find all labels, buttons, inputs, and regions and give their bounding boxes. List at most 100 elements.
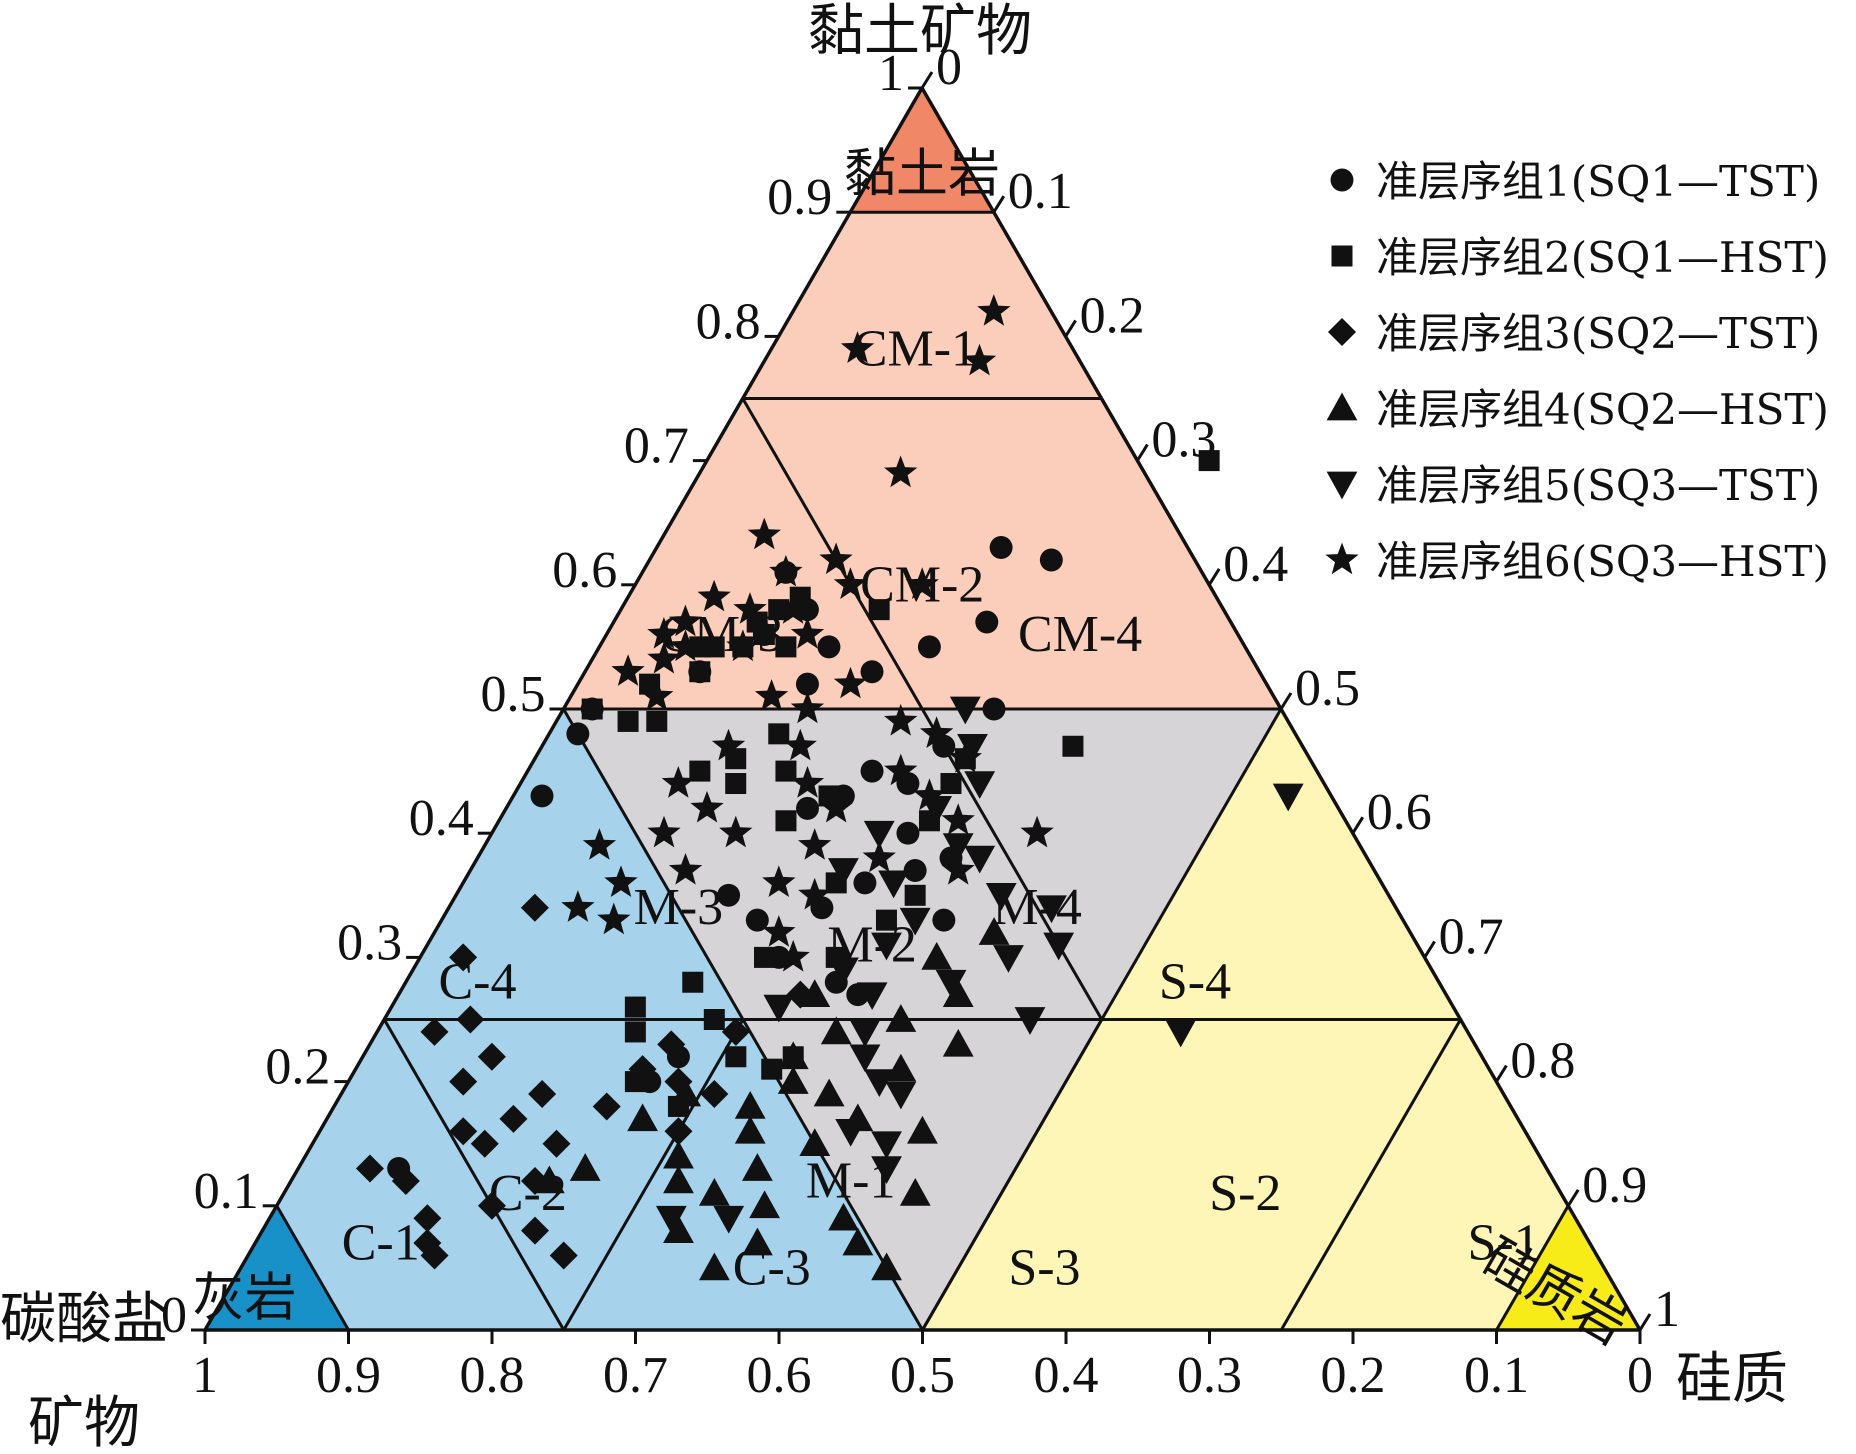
- point-triangle-up: [533, 1165, 565, 1194]
- tick-label-left: 0.2: [265, 1039, 330, 1096]
- point-triangle-up: [885, 1053, 917, 1082]
- boundary-line: [275, 1205, 350, 1331]
- point-triangle-down: [871, 1131, 902, 1160]
- legend-label: 准层序组1(SQ1—TST): [1376, 157, 1820, 206]
- point-star: [941, 853, 975, 885]
- point-circle: [982, 697, 1006, 721]
- point-triangle-up: [569, 1153, 601, 1181]
- point-star: [597, 902, 631, 935]
- point-square: [725, 773, 747, 795]
- point-diamond: [449, 1067, 478, 1096]
- boundary-line: [382, 1018, 566, 1331]
- point-star: [819, 790, 853, 823]
- point-star: [790, 617, 825, 649]
- right-axis-title: 硅质: [1676, 1347, 1788, 1412]
- legend-label: 准层序组6(SQ3—HST): [1376, 537, 1829, 586]
- tick-mark-right: [1351, 816, 1365, 834]
- zone-label-s2: S-2: [1209, 1165, 1281, 1222]
- tick-label-right: 0.6: [1367, 784, 1432, 841]
- left-axis-title-line1: 碳酸盐: [0, 1287, 168, 1352]
- point-star: [582, 828, 617, 860]
- point-triangle-down: [871, 932, 902, 961]
- point-triangle-down: [849, 1044, 881, 1073]
- point-square: [768, 723, 790, 745]
- tick-mark-right: [1566, 1189, 1580, 1207]
- tick-label-left: 1: [878, 45, 904, 102]
- point-star: [668, 604, 703, 637]
- boundary-line: [1100, 397, 1283, 710]
- point-square: [689, 760, 711, 782]
- tick-label-bottom: 0.5: [890, 1347, 955, 1404]
- tick-mark-right: [1136, 443, 1149, 462]
- legend-label: 准层序组4(SQ2—HST): [1376, 385, 1829, 434]
- point-star: [862, 840, 896, 873]
- point-triangle-up: [734, 1115, 766, 1144]
- point-square: [1198, 450, 1220, 472]
- point-diamond: [657, 1030, 686, 1059]
- point-star: [762, 865, 796, 897]
- point-triangle-up: [663, 1165, 694, 1194]
- tick-label-bottom: 0.6: [747, 1347, 812, 1404]
- point-circle: [903, 858, 927, 882]
- zone-siliceous-rock: [1496, 1205, 1640, 1330]
- tick-label-bottom: 0.8: [460, 1347, 525, 1404]
- tick-label-left: 0.3: [337, 914, 402, 971]
- tick-label-bottom: 0.7: [603, 1347, 668, 1404]
- tick-mark-right: [920, 71, 934, 89]
- point-star: [1020, 815, 1054, 848]
- point-star: [920, 716, 954, 748]
- point-star: [833, 666, 868, 699]
- point-star: [697, 579, 731, 612]
- point-triangle-up: [871, 1252, 902, 1281]
- point-triangle-down: [878, 870, 910, 899]
- point-star: [647, 617, 681, 649]
- point-star: [668, 629, 703, 662]
- legend: 准层序组1(SQ1—TST) 准层序组2(SQ1—HST) 准层序组3(SQ2—TS…: [1325, 157, 1829, 586]
- point-square: [617, 710, 639, 732]
- tick-label-left: 0.5: [481, 666, 546, 723]
- point-triangle-down: [863, 820, 895, 849]
- point-triangle-up: [907, 1115, 938, 1144]
- boundary-line: [921, 1018, 1104, 1331]
- legend-marker-triangle-up: [1326, 392, 1358, 421]
- point-circle: [817, 635, 841, 659]
- point-star: [647, 815, 681, 848]
- point-triangle-down: [1036, 895, 1067, 924]
- tick-label-left: 0.1: [194, 1163, 259, 1220]
- point-star: [711, 728, 746, 761]
- top-axis-title: 黏土矿物: [808, 0, 1032, 64]
- point-diamond: [420, 1017, 449, 1046]
- point-star: [798, 877, 832, 910]
- point-diamond: [477, 1191, 506, 1220]
- point-square: [725, 1046, 747, 1068]
- tick-label-right: 0.4: [1223, 536, 1288, 593]
- point-triangle-up: [842, 1227, 874, 1256]
- point-star: [733, 592, 767, 624]
- point-diamond: [355, 1154, 384, 1183]
- point-star: [977, 294, 1011, 326]
- zone-limestone: [205, 1205, 349, 1330]
- point-star: [561, 890, 595, 922]
- legend-marker-circle: [1330, 168, 1354, 192]
- point-triangle-down: [1272, 783, 1304, 812]
- zone-label-cm4: CM-4: [1018, 606, 1142, 663]
- point-star: [776, 592, 810, 624]
- point-circle: [1039, 548, 1063, 572]
- point-square: [940, 773, 962, 795]
- zone-label-cm1: CM-1: [853, 320, 977, 377]
- tick-label-left: 0.6: [552, 542, 617, 599]
- point-diamond: [391, 1166, 420, 1195]
- zone-label-s4: S-4: [1159, 954, 1231, 1011]
- point-square: [775, 760, 797, 782]
- point-circle: [860, 660, 884, 684]
- tick-mark-right: [1495, 1064, 1508, 1083]
- point-triangle-up: [828, 1202, 859, 1231]
- point-triangle-down: [856, 982, 888, 1011]
- point-triangle-down: [863, 1069, 895, 1097]
- zone-label-c1: C-1: [342, 1215, 420, 1272]
- point-star: [754, 679, 789, 711]
- zone-label-limestone: 灰岩: [192, 1270, 296, 1327]
- point-star: [783, 728, 817, 761]
- point-star: [840, 331, 875, 363]
- boundary-line: [1495, 1205, 1570, 1331]
